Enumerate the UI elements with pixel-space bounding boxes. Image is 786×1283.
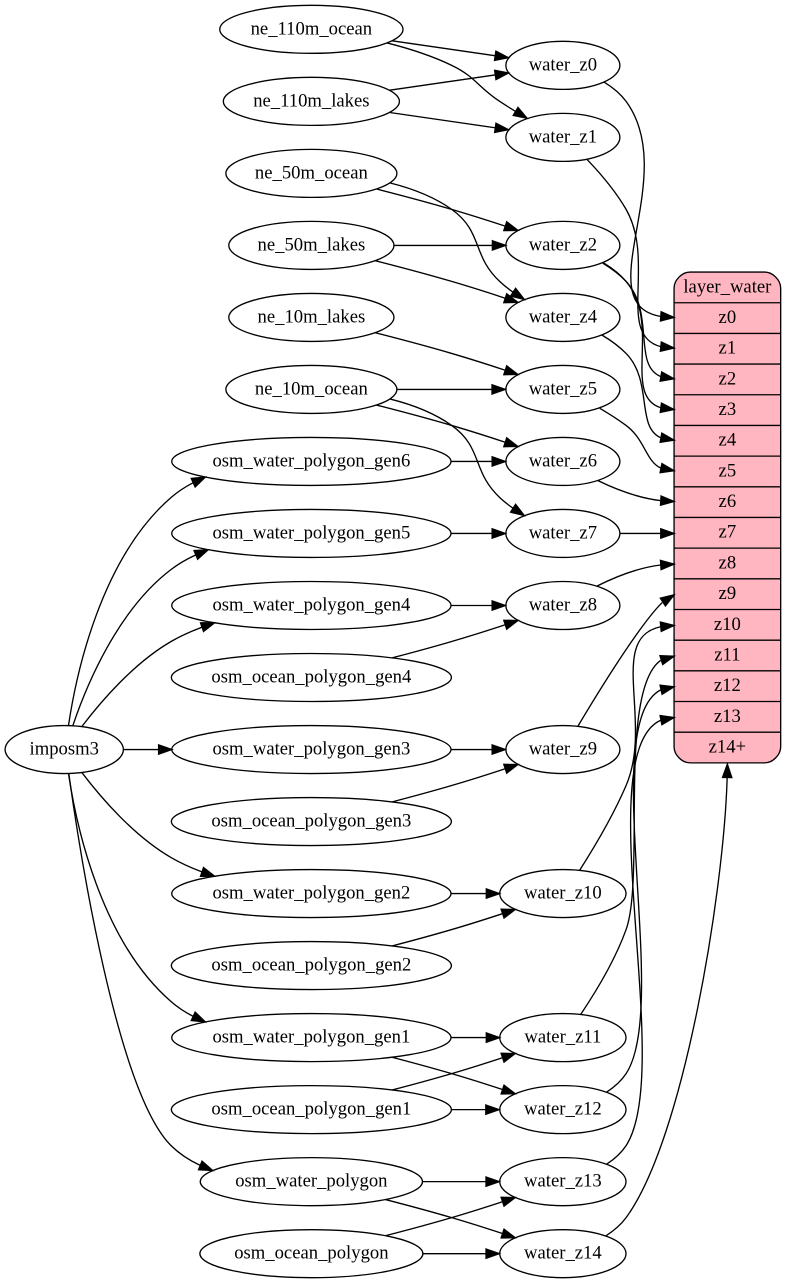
- svg-text:water_z6: water_z6: [529, 450, 597, 471]
- svg-text:z10: z10: [714, 614, 741, 635]
- svg-text:water_z12: water_z12: [524, 1099, 602, 1120]
- svg-text:imposm3: imposm3: [30, 738, 99, 759]
- svg-text:ne_50m_ocean: ne_50m_ocean: [255, 162, 369, 183]
- svg-text:z9: z9: [719, 583, 737, 604]
- svg-text:osm_water_polygon_gen5: osm_water_polygon_gen5: [212, 522, 410, 543]
- svg-text:z4: z4: [719, 430, 737, 451]
- svg-text:osm_water_polygon_gen1: osm_water_polygon_gen1: [212, 1027, 410, 1048]
- svg-text:water_z11: water_z11: [524, 1027, 601, 1048]
- svg-text:z5: z5: [719, 460, 737, 481]
- svg-text:osm_water_polygon_gen3: osm_water_polygon_gen3: [212, 738, 410, 759]
- svg-text:ne_50m_lakes: ne_50m_lakes: [258, 234, 366, 255]
- svg-text:z0: z0: [719, 307, 737, 328]
- svg-text:water_z5: water_z5: [529, 378, 597, 399]
- svg-text:osm_ocean_polygon_gen1: osm_ocean_polygon_gen1: [211, 1099, 411, 1120]
- svg-text:z11: z11: [714, 644, 740, 665]
- svg-text:z12: z12: [714, 675, 741, 696]
- svg-text:osm_ocean_polygon: osm_ocean_polygon: [234, 1243, 389, 1264]
- svg-text:water_z0: water_z0: [529, 54, 597, 75]
- svg-text:water_z9: water_z9: [529, 738, 597, 759]
- svg-text:osm_water_polygon_gen4: osm_water_polygon_gen4: [212, 594, 411, 615]
- svg-text:water_z7: water_z7: [529, 522, 597, 543]
- svg-text:water_z1: water_z1: [529, 126, 597, 147]
- svg-text:z8: z8: [719, 552, 737, 573]
- svg-text:layer_water: layer_water: [683, 276, 772, 297]
- svg-text:z3: z3: [719, 399, 737, 420]
- svg-text:z2: z2: [719, 368, 737, 389]
- svg-text:z13: z13: [714, 706, 741, 727]
- svg-text:osm_ocean_polygon_gen4: osm_ocean_polygon_gen4: [211, 666, 412, 687]
- svg-text:water_z4: water_z4: [529, 306, 598, 327]
- svg-text:ne_110m_ocean: ne_110m_ocean: [251, 18, 373, 39]
- svg-text:water_z2: water_z2: [529, 234, 597, 255]
- svg-text:osm_water_polygon_gen6: osm_water_polygon_gen6: [212, 450, 410, 471]
- svg-text:ne_110m_lakes: ne_110m_lakes: [253, 90, 369, 111]
- svg-text:osm_ocean_polygon_gen2: osm_ocean_polygon_gen2: [211, 955, 411, 976]
- svg-text:water_z13: water_z13: [524, 1171, 602, 1192]
- svg-text:osm_water_polygon_gen2: osm_water_polygon_gen2: [212, 882, 410, 903]
- svg-text:osm_ocean_polygon_gen3: osm_ocean_polygon_gen3: [211, 810, 411, 831]
- svg-text:water_z8: water_z8: [529, 594, 597, 615]
- svg-text:z7: z7: [719, 522, 737, 543]
- svg-text:osm_water_polygon: osm_water_polygon: [235, 1171, 388, 1192]
- svg-text:ne_10m_lakes: ne_10m_lakes: [258, 306, 366, 327]
- svg-text:water_z10: water_z10: [524, 882, 602, 903]
- svg-text:z14+: z14+: [709, 736, 746, 757]
- svg-text:z6: z6: [719, 491, 737, 512]
- svg-text:water_z14: water_z14: [524, 1243, 602, 1264]
- svg-text:ne_10m_ocean: ne_10m_ocean: [255, 378, 369, 399]
- svg-text:z1: z1: [719, 338, 737, 359]
